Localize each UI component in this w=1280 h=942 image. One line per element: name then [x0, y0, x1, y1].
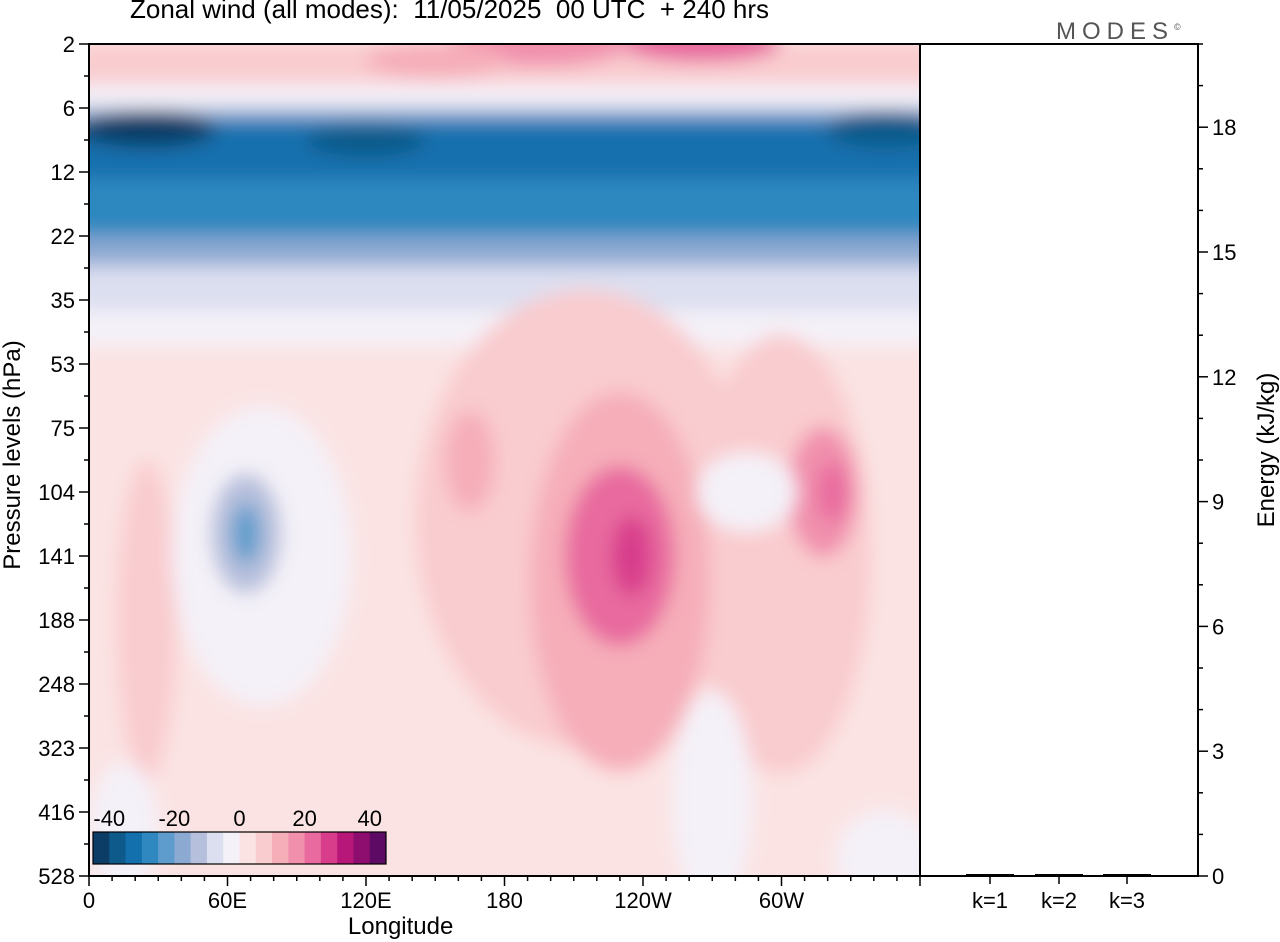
y-tick-label: 248	[38, 672, 75, 697]
longitude-axis: 0 60E 120E 180 120W 60W Longitude	[83, 876, 921, 940]
x-tick-label: 60W	[759, 888, 804, 913]
energy-tick-label: 6	[1212, 614, 1224, 639]
colorbar-border	[92, 831, 387, 865]
x-axis-title: Longitude	[348, 913, 453, 940]
energy-tick-label: 12	[1212, 365, 1236, 390]
energy-panel-frame	[919, 43, 1199, 877]
colorbar-swatch	[272, 832, 289, 864]
y-tick-label: 323	[38, 736, 75, 761]
y-tick-label: 528	[38, 864, 75, 889]
y-tick-label: 141	[38, 544, 75, 569]
chart-title: Zonal wind (all modes): 11/05/2025 00 UT…	[130, 0, 770, 24]
pressure-axis: 2 6 12 22 35 53 75 104 141 188 248 323 416 528 Pressur…	[0, 32, 89, 889]
colorbar-swatch	[174, 832, 192, 864]
colorbar-tick-label: 0	[233, 806, 245, 831]
colorbar-swatch	[337, 832, 354, 864]
surface-easterly-3	[835, 810, 920, 876]
easterly-core-east	[825, 111, 920, 148]
colorbar-swatch	[93, 832, 110, 864]
weak-easterly-100W	[696, 452, 797, 532]
zonal-wind-contour-field	[89, 44, 920, 876]
colorbar-swatch	[190, 832, 208, 864]
y-tick-label: 416	[38, 800, 75, 825]
y-tick-label: 53	[51, 352, 75, 377]
energy-category-label: k=3	[1109, 888, 1145, 913]
easterly-core-mid	[306, 124, 426, 156]
westerly-blob-160E	[444, 411, 495, 512]
westerly-max-50W-core	[817, 462, 848, 522]
colorbar-swatch	[223, 832, 240, 864]
x-tick-label: 0	[83, 888, 95, 913]
energy-tick-label: 15	[1212, 240, 1236, 265]
colorbar-swatch	[320, 832, 338, 864]
x-tick-label: 120E	[340, 888, 391, 913]
energy-tick-label: 0	[1212, 864, 1224, 889]
energy-category-label: k=1	[972, 888, 1008, 913]
y-axis-title: Pressure levels (hPa)	[0, 340, 26, 569]
easterly-cell-core	[231, 503, 260, 564]
colorbar-swatch	[158, 832, 175, 864]
field-blobs	[89, 44, 920, 876]
y-tick-label: 104	[38, 480, 75, 505]
colorbar-swatch	[353, 832, 371, 864]
colorbar-tick-label: -40	[93, 806, 125, 831]
energy-bar	[1035, 874, 1083, 876]
colorbar-swatch	[304, 832, 322, 864]
energy-category-label: k=2	[1041, 888, 1077, 913]
colorbar-swatch	[141, 832, 159, 864]
upper-westerly-blob-2	[620, 44, 781, 62]
x-tick-label: 120W	[614, 888, 672, 913]
westerly-jet-core	[611, 516, 652, 596]
energy-tick-label: 9	[1212, 490, 1224, 515]
logo-text: MODES	[1056, 18, 1175, 45]
colorbar-swatch	[239, 832, 257, 864]
energy-tick-label: 3	[1212, 739, 1224, 764]
y-tick-label: 35	[51, 288, 75, 313]
y-tick-label: 188	[38, 608, 75, 633]
weak-westerly-20E	[116, 460, 177, 780]
colorbar-tick-label: 40	[357, 806, 381, 831]
energy-bar	[1103, 874, 1151, 876]
band-transition	[89, 84, 920, 108]
colorbar-tick-label: -20	[158, 806, 190, 831]
x-tick-label: 180	[486, 888, 523, 913]
energy-axis: 0 3 6 9 12 15 18 Energy (kJ/kg)	[1198, 43, 1280, 889]
upper-westerly-blob-3	[365, 44, 506, 78]
colorbar-tick-label: 20	[292, 806, 316, 831]
energy-bar-panel: k=1 k=2 k=3	[919, 43, 1199, 913]
x-tick-label: 60E	[208, 888, 247, 913]
y-tick-label: 12	[51, 160, 75, 185]
colorbar-swatch	[369, 832, 387, 864]
copyright-mark: ©	[1174, 22, 1181, 32]
colorbar-legend: -40 -20 0 20 40	[92, 806, 387, 865]
energy-tick-label: 18	[1212, 115, 1236, 140]
band-lower-easterly	[89, 265, 920, 311]
energy-bar	[966, 874, 1014, 876]
y-tick-label: 75	[51, 416, 75, 441]
y-tick-label: 22	[51, 224, 75, 249]
colorbar-swatch	[288, 832, 306, 864]
modes-logo: MODES©	[1056, 18, 1181, 46]
colorbar-swatch	[125, 832, 143, 864]
y-tick-label: 6	[63, 96, 75, 121]
y-tick-label: 2	[63, 32, 75, 57]
colorbar-swatch	[206, 832, 224, 864]
surface-easterly-1	[672, 691, 753, 876]
colorbar-swatch	[109, 832, 127, 864]
easterly-core-west	[89, 111, 217, 148]
band-easterly-core	[89, 124, 920, 179]
energy-axis-title: Energy (kJ/kg)	[1253, 373, 1280, 528]
colorbar-swatch	[255, 832, 273, 864]
